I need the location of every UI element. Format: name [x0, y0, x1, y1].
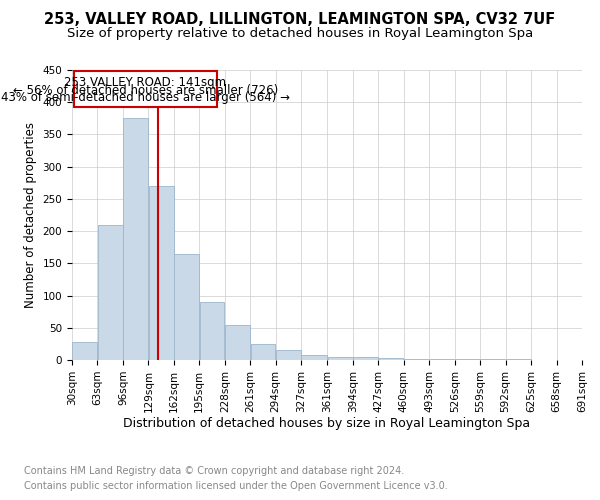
Bar	[98, 224, 122, 360]
Text: ← 56% of detached houses are smaller (726): ← 56% of detached houses are smaller (72…	[13, 84, 278, 96]
X-axis label: Distribution of detached houses by size in Royal Leamington Spa: Distribution of detached houses by size …	[124, 418, 530, 430]
Bar	[379, 358, 403, 360]
Bar	[123, 118, 148, 360]
Bar	[174, 254, 199, 360]
Text: Contains HM Land Registry data © Crown copyright and database right 2024.: Contains HM Land Registry data © Crown c…	[24, 466, 404, 476]
Text: 43% of semi-detached houses are larger (564) →: 43% of semi-detached houses are larger (…	[1, 92, 290, 104]
Y-axis label: Number of detached properties: Number of detached properties	[24, 122, 37, 308]
Text: Size of property relative to detached houses in Royal Leamington Spa: Size of property relative to detached ho…	[67, 28, 533, 40]
Bar	[328, 357, 353, 360]
Text: Contains public sector information licensed under the Open Government Licence v3: Contains public sector information licen…	[24, 481, 448, 491]
Bar	[225, 324, 250, 360]
Text: 253 VALLEY ROAD: 141sqm: 253 VALLEY ROAD: 141sqm	[64, 76, 226, 89]
Bar	[251, 344, 275, 360]
Bar	[276, 350, 301, 360]
Bar	[74, 72, 217, 106]
Bar	[353, 357, 378, 360]
Text: 253, VALLEY ROAD, LILLINGTON, LEAMINGTON SPA, CV32 7UF: 253, VALLEY ROAD, LILLINGTON, LEAMINGTON…	[44, 12, 556, 28]
Bar	[430, 358, 454, 360]
Bar	[200, 302, 224, 360]
Bar	[404, 358, 429, 360]
Bar	[301, 355, 327, 360]
Bar	[149, 186, 173, 360]
Bar	[73, 342, 97, 360]
